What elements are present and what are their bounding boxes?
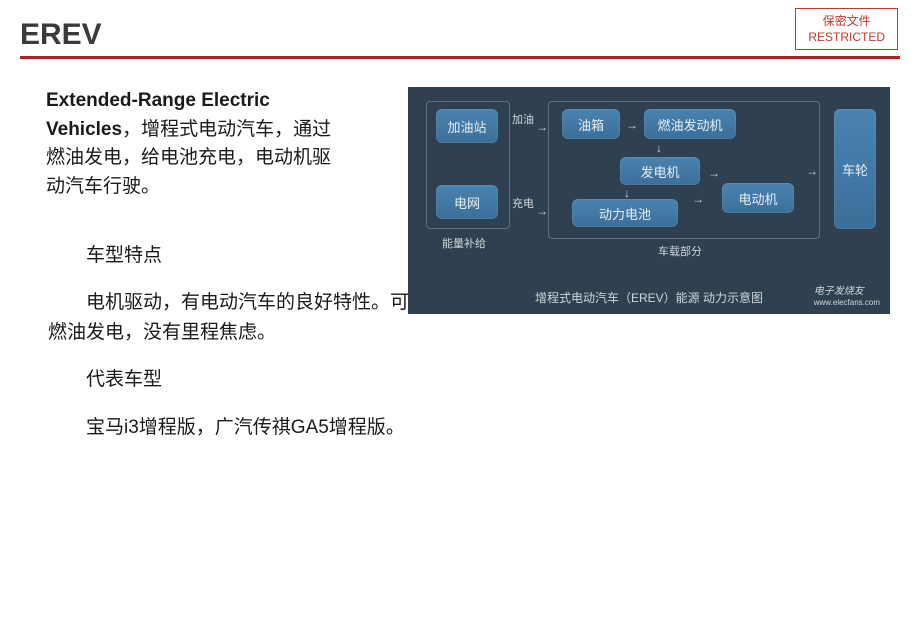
group-onboard-label: 车载部分	[658, 243, 702, 259]
edge-refuel-label: 加油	[512, 111, 534, 127]
node-battery: 动力电池	[572, 199, 678, 227]
restricted-badge: 保密文件 RESTRICTED	[795, 8, 898, 50]
header-rule	[20, 56, 900, 59]
body-p4: 宝马i3增程版，广汽传祺GA5增程版。	[48, 413, 872, 442]
node-generator: 发电机	[620, 157, 700, 185]
arrow-generator-motor: →	[708, 167, 720, 179]
group-supply-label: 能量补给	[442, 235, 486, 251]
node-fuel-tank: 油箱	[562, 109, 620, 139]
erev-diagram: 加油站 电网 能量补给 车载部分 油箱 燃油发动机 发电机 动力电池 电动机 车…	[408, 87, 890, 314]
diagram-brand: 电子发烧友 www.elecfans.com	[814, 282, 880, 308]
node-engine: 燃油发动机	[644, 109, 736, 139]
badge-line1: 保密文件	[808, 13, 885, 29]
badge-line2: RESTRICTED	[808, 29, 885, 45]
body-p3: 代表车型	[48, 365, 872, 394]
arrow-charge: →	[536, 205, 548, 217]
arrow-battery-motor: →	[692, 193, 704, 205]
group-supply	[426, 101, 510, 229]
intro-paragraph: Extended-Range Electric Vehicles，增程式电动汽车…	[20, 87, 340, 201]
arrow-engine-generator: ↓	[656, 142, 662, 154]
page-title: EREV	[20, 18, 900, 52]
edge-charge-label: 充电	[512, 195, 534, 211]
arrow-generator-battery: ↓	[624, 187, 630, 199]
node-motor: 电动机	[722, 183, 794, 213]
arrow-refuel: →	[536, 121, 548, 133]
brand-name: 电子发烧友	[814, 286, 864, 297]
node-wheel: 车轮	[834, 109, 876, 229]
arrow-motor-wheel: →	[806, 165, 818, 177]
arrow-tank-engine: →	[626, 119, 638, 131]
brand-url: www.elecfans.com	[814, 298, 880, 307]
